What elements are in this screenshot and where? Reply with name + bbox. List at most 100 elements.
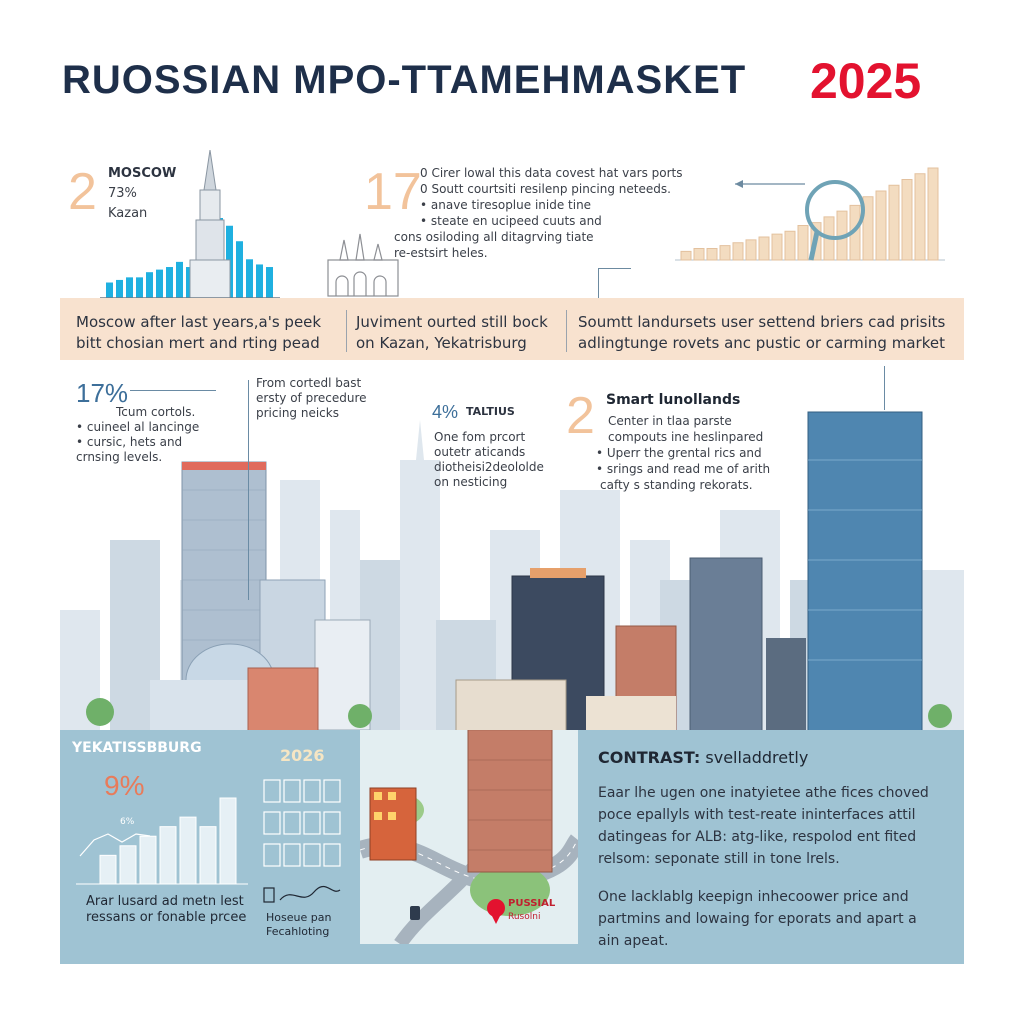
- contrast-para1-line-1: Eaar lhe ugen one inatyietee athe fices …: [598, 785, 929, 801]
- car-icon: [410, 906, 420, 920]
- bottom-left-year: 2026: [280, 746, 325, 765]
- chart-bar: [219, 797, 237, 885]
- pointer-line: [248, 380, 249, 600]
- chart-bar: [927, 167, 939, 261]
- icon-caption-1: Hoseue pan: [266, 911, 332, 924]
- bottom-left-caption-1: Arar lusard ad metn lest: [86, 894, 244, 909]
- cityscape-illustration: [60, 411, 964, 732]
- band-col1-line-2: bitt chosian mert and rting pead: [76, 334, 320, 352]
- contrast-para2-line-2: partmins and lowaing for eporats and apa…: [598, 911, 917, 927]
- mid-right-line-2: compouts ine heslinpared: [608, 430, 764, 444]
- top-middle-line-4: • steate en ucipeed cuuts and: [420, 214, 602, 228]
- top-middle-line-1: 0 Cirer lowal this data covest hat vars …: [420, 166, 683, 180]
- bottom-left-caption-2: ressans or fonable prcee: [86, 910, 247, 925]
- contrast-para2-line-3: ain apeat.: [598, 933, 669, 949]
- moscow-stat: 73%: [108, 186, 137, 201]
- band-col3-line-2: adlingtunge rovets anc pustic or carming…: [578, 334, 945, 352]
- church-sketch-icon: [327, 233, 399, 297]
- chart-bar: [136, 277, 143, 298]
- mid-right-heading: Smart lunollands: [606, 392, 741, 408]
- contrast-heading-rest: svelladdretly: [700, 748, 809, 767]
- chart-bar: [745, 239, 757, 261]
- chart-bar: [797, 225, 809, 261]
- moscow-tower-icon: [100, 150, 280, 299]
- chart-bar: [875, 190, 887, 261]
- mid-left-line-4: crnsing levels.: [76, 450, 163, 464]
- top-left-big-number: 2: [68, 163, 97, 221]
- trend-wave-icon: [263, 886, 341, 903]
- pointer-line: [130, 390, 216, 391]
- chart-bar: [179, 816, 197, 885]
- mid-right-big-number: 2: [566, 387, 595, 445]
- chart-bar: [680, 250, 692, 261]
- mid-center-line-3: diotheisi2deololde: [434, 460, 544, 474]
- pointer-line: [884, 366, 885, 410]
- mid-right-line-1: Center in tlaa parste: [608, 414, 732, 428]
- top-middle-line-3: • anave tiresoplue inide tine: [420, 198, 592, 212]
- building-grid-icon: [263, 779, 341, 867]
- mid-center-line-4: on nesticing: [434, 475, 508, 489]
- band-col2-line-1: Juviment ourted still bock: [356, 313, 548, 331]
- chart-bar: [719, 245, 731, 261]
- mid-left-line-3: • cursic, hets and: [76, 435, 183, 449]
- chart-bar: [888, 184, 900, 261]
- top-middle-line-6: re-estsirt heles.: [394, 246, 488, 260]
- band-col2-line-2: on Kazan, Yekatrisburg: [356, 334, 527, 352]
- chart-bar: [256, 264, 263, 298]
- chart-bar: [706, 248, 718, 261]
- chart-bar: [99, 854, 117, 885]
- page-title: RUOSSIAN MPO-TTAMEHMASKET: [62, 58, 747, 102]
- chart-bar: [732, 242, 744, 261]
- chart-bar: [901, 179, 913, 261]
- top-middle-line-5: cons osiloding all ditagrving tiate: [394, 230, 594, 244]
- chart-bar: [266, 267, 273, 298]
- small-chart-label: 6%: [120, 817, 135, 827]
- contrast-para1-line-2: poce epallyls with test-reate ininterfac…: [598, 807, 916, 823]
- top-middle-big-number: 17: [364, 163, 422, 221]
- mid-left-line-2: • cuineel al lancinge: [76, 420, 200, 434]
- chart-bar: [236, 241, 243, 298]
- growth-bar-chart: [675, 167, 945, 261]
- chart-bar: [159, 826, 177, 885]
- chart-bar: [166, 267, 173, 298]
- chart-bar: [146, 272, 153, 298]
- pin-label-2: Rusolni: [508, 912, 541, 922]
- chart-bar: [914, 173, 926, 261]
- icon-caption-2: Fecahloting: [266, 925, 330, 938]
- band-divider: [346, 310, 347, 352]
- mid-callout-line-2: ersty of precedure: [256, 391, 367, 405]
- contrast-para1-line-4: relsom: seponate still in tone lrels.: [598, 851, 840, 867]
- contrast-para2-line-1: One lacklablg keepign inhecoower price a…: [598, 889, 909, 905]
- mid-left-line-1: Tcum cortols.: [116, 405, 196, 419]
- chart-bar: [246, 259, 253, 298]
- top-middle-line-2: 0 Soutt courtsiti resilenp pincing netee…: [420, 182, 671, 196]
- band-column-3: Soumtt landursets user settend briers ca…: [578, 312, 945, 354]
- band-col3-line-1: Soumtt landursets user settend briers ca…: [578, 313, 946, 331]
- chart-bar: [126, 277, 133, 298]
- band-column-2: Juviment ourted still bock on Kazan, Yek…: [356, 312, 548, 354]
- band-divider: [566, 310, 567, 352]
- chart-bar: [693, 248, 705, 261]
- chart-bar: [784, 230, 796, 261]
- chart-bar: [771, 233, 783, 261]
- chart-bar: [116, 279, 123, 298]
- arrow-left-icon: [735, 180, 743, 188]
- mid-callout-line-1: From cortedl bast: [256, 376, 362, 390]
- chart-bar: [199, 826, 217, 885]
- contrast-heading: CONTRAST: svelladdretly: [598, 748, 808, 767]
- moscow-skyline-chart: [100, 150, 280, 299]
- band-column-1: Moscow after last years,a's peek bitt ch…: [76, 312, 321, 354]
- mid-left-pct: 17%: [76, 378, 129, 408]
- summary-band: [60, 298, 964, 360]
- chart-bar: [758, 236, 770, 261]
- mid-callout-line-3: pricing neicks: [256, 406, 339, 420]
- band-col1-line-1: Moscow after last years,a's peek: [76, 313, 322, 331]
- pin-label-1: PUSSIAL: [508, 898, 556, 909]
- chart-bar: [862, 196, 874, 261]
- loupe-icon: [805, 180, 865, 240]
- bottom-left-pct: 9%: [104, 770, 145, 801]
- contrast-heading-bold: CONTRAST:: [598, 748, 701, 767]
- mid-right-line-4: • srings and read me of arith: [596, 462, 771, 476]
- chart-bar: [139, 835, 157, 885]
- chart-bar: [119, 845, 137, 885]
